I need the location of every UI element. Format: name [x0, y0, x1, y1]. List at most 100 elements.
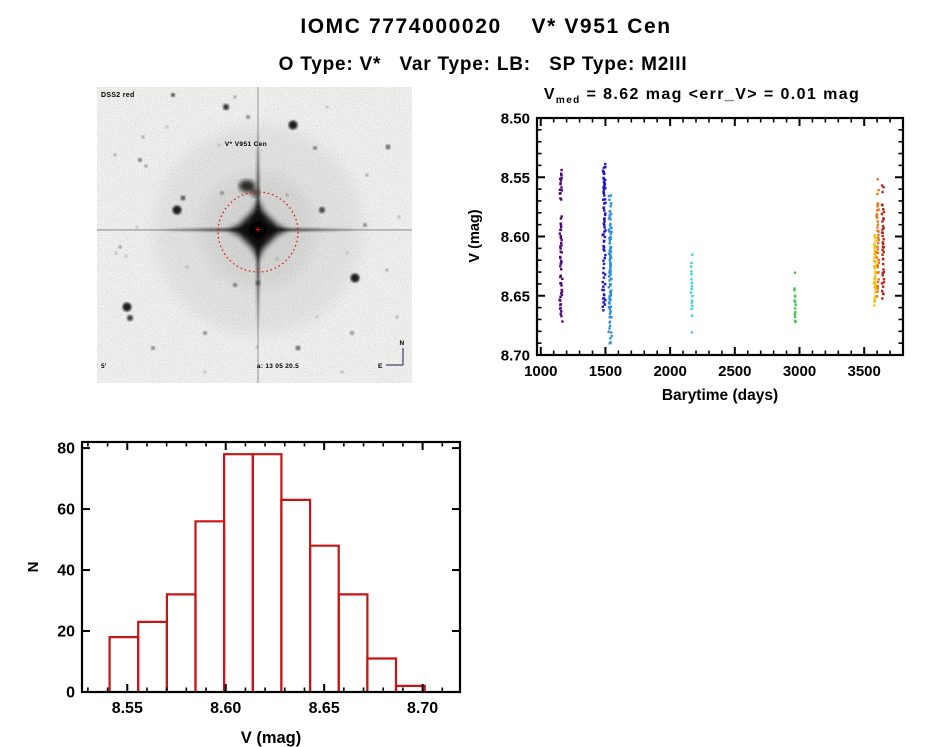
data-point [875, 251, 878, 254]
x-tick-label: 1500 [589, 363, 622, 380]
data-point [610, 277, 613, 280]
data-point [608, 230, 611, 233]
data-point [609, 235, 612, 238]
data-point [610, 202, 613, 205]
data-point [880, 231, 884, 234]
data-point [877, 258, 880, 262]
histogram-xaxis-label: V (mag) [241, 729, 302, 747]
field-star [233, 95, 237, 99]
field-star [151, 346, 155, 350]
data-point [881, 248, 884, 251]
data-point [609, 290, 612, 293]
data-point [560, 215, 563, 218]
data-point [604, 178, 607, 182]
data-point [560, 186, 563, 189]
data-point [560, 288, 563, 292]
data-point [608, 259, 611, 262]
data-point [877, 278, 880, 281]
data-point [882, 278, 886, 281]
data-point [874, 239, 878, 242]
data-point [690, 301, 693, 304]
data-point [882, 292, 885, 295]
data-point [609, 305, 612, 308]
data-point [602, 301, 605, 304]
data-point [873, 236, 877, 239]
data-point [882, 186, 885, 189]
data-point [794, 303, 797, 306]
field-star [295, 345, 301, 351]
histogram-bar [394, 684, 426, 692]
data-point [875, 213, 879, 216]
data-point [560, 310, 563, 313]
data-point [609, 205, 612, 208]
data-point [559, 295, 562, 298]
field-star [255, 280, 261, 286]
data-point [609, 212, 613, 216]
data-point [876, 248, 879, 251]
data-point [610, 334, 613, 338]
data-point [609, 263, 612, 267]
data-point [602, 218, 606, 221]
data-point [604, 186, 607, 190]
data-point [793, 300, 797, 304]
data-point [608, 327, 611, 330]
data-point [880, 282, 884, 285]
data-point [602, 233, 605, 236]
data-point [875, 256, 879, 259]
data-point [873, 277, 877, 280]
plot-border [535, 116, 905, 357]
data-point [609, 299, 612, 302]
histogram-yaxis-label: N [25, 562, 42, 573]
data-point [608, 223, 612, 227]
data-point [602, 166, 606, 169]
y-tick-label: 8.65 [501, 288, 530, 305]
data-point [602, 245, 606, 249]
data-point [608, 307, 612, 310]
data-point [603, 226, 606, 229]
data-point [690, 314, 694, 317]
data-point [691, 294, 694, 298]
data-point [607, 228, 611, 231]
data-point [609, 194, 613, 197]
lightcurve-xaxis-label: Barytime (days) [662, 387, 778, 404]
data-point [882, 246, 885, 249]
data-point [873, 247, 876, 250]
data-point [602, 309, 605, 312]
field-star [124, 254, 128, 258]
data-point [881, 204, 884, 207]
data-point [876, 285, 879, 289]
y-tick-label: 8.50 [501, 111, 530, 128]
data-point [603, 223, 606, 227]
companion-blob [239, 180, 259, 197]
data-point [881, 224, 885, 228]
companion-star [239, 180, 255, 192]
data-point [881, 234, 884, 238]
data-point [876, 263, 879, 267]
photometric-aperture-circle [217, 191, 299, 273]
histogram-plot: 8.55 8.60 8.65 8.70 0 20 40 60 80 V (mag) N [25, 441, 462, 747]
data-point [873, 245, 877, 248]
data-point [874, 290, 878, 293]
data-point [602, 198, 605, 201]
data-point [874, 255, 877, 258]
data-point [882, 238, 885, 241]
data-point [603, 256, 606, 260]
data-point [602, 206, 606, 209]
data-point [560, 290, 564, 293]
data-point [881, 220, 884, 223]
data-point [873, 275, 877, 278]
x-tick-label: 1000 [524, 363, 557, 380]
histogram-bar [137, 620, 168, 692]
data-point [609, 310, 612, 313]
data-point [602, 186, 605, 189]
data-point [560, 284, 563, 287]
data-point [603, 213, 607, 217]
data-point [877, 208, 880, 211]
x-tick-label: 2500 [718, 363, 751, 380]
data-point [602, 271, 605, 275]
data-point [602, 288, 605, 292]
histogram-bars [108, 453, 426, 692]
lightcurve-yaxis-label: V (mag) [467, 209, 483, 262]
data-point [608, 210, 612, 213]
y-tick-label: 20 [57, 624, 75, 641]
